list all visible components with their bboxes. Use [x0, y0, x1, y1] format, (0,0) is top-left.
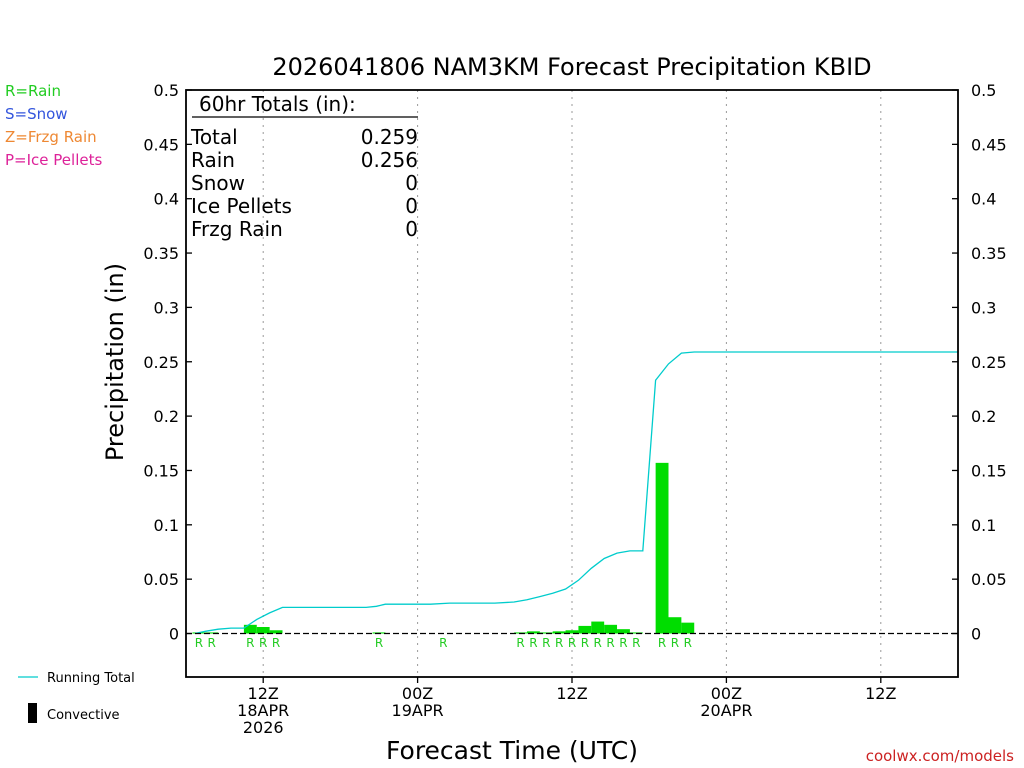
- type-marker-12: R: [581, 636, 589, 650]
- precip-bar-7: [526, 631, 540, 634]
- type-marker-17: R: [658, 636, 666, 650]
- type-marker-3: R: [259, 636, 267, 650]
- y-axis-left: 0 0.05 0.1 0.15 0.2 0.25 0.3 0.35 0.4 0.45 0.5: [143, 81, 192, 644]
- y-tick-label-left-6: 0.3: [154, 298, 179, 317]
- totals-label-1: Rain: [191, 148, 235, 172]
- precipitation-bars: [192, 462, 695, 634]
- x-tick-label-1-1: 19APR: [392, 701, 444, 720]
- running-total-legend-label: Running Total: [47, 671, 135, 686]
- x-tick-label-4-0: 12Z: [865, 684, 896, 703]
- x-tick-label-2-0: 12Z: [556, 684, 587, 703]
- type-legend-item-3: P=Ice Pellets: [5, 151, 102, 169]
- precip-bar-1: [205, 632, 219, 634]
- type-marker-10: R: [555, 636, 563, 650]
- y-tick-label-right-3: 0.15: [971, 461, 1007, 480]
- type-marker-16: R: [632, 636, 640, 650]
- precip-bar-2: [243, 624, 257, 634]
- type-marker-2: R: [246, 636, 254, 650]
- type-legend-item-0: R=Rain: [5, 82, 61, 100]
- totals-box: 60hr Totals (in): Total 0.259 Rain 0.256 Sno…: [190, 92, 418, 241]
- y-tick-label-right-4: 0.2: [971, 407, 996, 426]
- totals-label-3: Ice Pellets: [191, 194, 292, 218]
- x-tick-label-0-1: 18APR: [237, 701, 289, 720]
- type-marker-19: R: [684, 636, 692, 650]
- type-marker-13: R: [594, 636, 602, 650]
- type-marker-0: R: [195, 636, 203, 650]
- type-marker-11: R: [568, 636, 576, 650]
- type-marker-1: R: [208, 636, 216, 650]
- totals-value-3: 0: [405, 194, 418, 218]
- precip-bar-18: [681, 622, 695, 634]
- y-tick-label-right-2: 0.1: [971, 516, 996, 535]
- x-tick-label-3-0: 00Z: [711, 684, 742, 703]
- precip-bar-4: [269, 630, 283, 634]
- chart-title: 2026041806 NAM3KM Forecast Precipitation…: [272, 53, 871, 81]
- convective-legend-swatch: [28, 703, 37, 723]
- y-tick-label-left-7: 0.35: [143, 244, 179, 263]
- running-total-line: [194, 351, 958, 635]
- totals-value-2: 0: [405, 171, 418, 195]
- series-legend: Running Total Convective: [18, 671, 135, 723]
- y-tick-label-right-5: 0.25: [971, 353, 1007, 372]
- type-marker-9: R: [542, 636, 550, 650]
- x-tick-label-3-1: 20APR: [700, 701, 752, 720]
- y-tick-label-right-0: 0: [971, 625, 981, 644]
- y-tick-label-left-5: 0.25: [143, 353, 179, 372]
- precip-bar-16: [655, 462, 669, 634]
- precip-bar-13: [604, 624, 618, 634]
- type-marker-18: R: [671, 636, 679, 650]
- totals-label-2: Snow: [191, 171, 245, 195]
- y-tick-label-left-1: 0.05: [143, 570, 179, 589]
- type-legend-item-1: S=Snow: [5, 105, 68, 123]
- type-marker-6: R: [439, 636, 447, 650]
- type-marker-5: R: [375, 636, 383, 650]
- type-marker-8: R: [529, 636, 537, 650]
- y-axis-label: Precipitation (in): [101, 263, 129, 461]
- precip-type-legend: R=Rain S=Snow Z=Frzg Rain P=Ice Pellets: [5, 82, 102, 169]
- footer-credit: coolwx.com/models: [866, 747, 1014, 765]
- y-tick-label-right-9: 0.45: [971, 135, 1007, 154]
- y-tick-label-right-8: 0.4: [971, 190, 996, 209]
- type-marker-14: R: [606, 636, 614, 650]
- y-tick-label-left-3: 0.15: [143, 461, 179, 480]
- y-tick-label-left-4: 0.2: [154, 407, 179, 426]
- precip-bar-12: [591, 621, 605, 634]
- type-marker-15: R: [619, 636, 627, 650]
- y-axis-right: 0 0.05 0.1 0.15 0.2 0.25 0.3 0.35 0.4 0.45 0.5: [952, 81, 1007, 644]
- y-tick-label-right-7: 0.35: [971, 244, 1007, 263]
- x-tick-label-0-2: 2026: [243, 718, 284, 737]
- type-marker-7: R: [516, 636, 524, 650]
- convective-legend-label: Convective: [47, 708, 120, 723]
- precip-bar-10: [565, 630, 579, 634]
- precip-bar-14: [617, 629, 630, 634]
- totals-value-1: 0.256: [361, 148, 418, 172]
- y-tick-label-left-8: 0.4: [154, 190, 179, 209]
- y-tick-label-left-2: 0.1: [154, 516, 179, 535]
- precip-bar-9: [552, 631, 566, 634]
- y-tick-label-right-10: 0.5: [971, 81, 996, 100]
- x-tick-label-1-0: 00Z: [402, 684, 433, 703]
- vertical-gridlines: [262, 90, 882, 677]
- totals-label-4: Frzg Rain: [191, 217, 283, 241]
- precip-bar-3: [256, 626, 270, 634]
- precip-bar-11: [578, 625, 592, 634]
- precip-bar-17: [668, 617, 682, 634]
- y-tick-label-left-9: 0.45: [143, 135, 179, 154]
- totals-value-0: 0.259: [361, 125, 418, 149]
- y-tick-label-right-6: 0.3: [971, 298, 996, 317]
- totals-value-4: 0: [405, 217, 418, 241]
- x-tick-label-0-0: 12Z: [248, 684, 279, 703]
- x-axis-label: Forecast Time (UTC): [386, 736, 638, 765]
- totals-label-0: Total: [190, 125, 238, 149]
- y-tick-label-left-10: 0.5: [154, 81, 179, 100]
- y-tick-label-left-0: 0: [169, 625, 179, 644]
- y-tick-label-right-1: 0.05: [971, 570, 1007, 589]
- type-marker-4: R: [272, 636, 280, 650]
- type-legend-item-2: Z=Frzg Rain: [5, 128, 97, 146]
- totals-header: 60hr Totals (in):: [199, 92, 356, 116]
